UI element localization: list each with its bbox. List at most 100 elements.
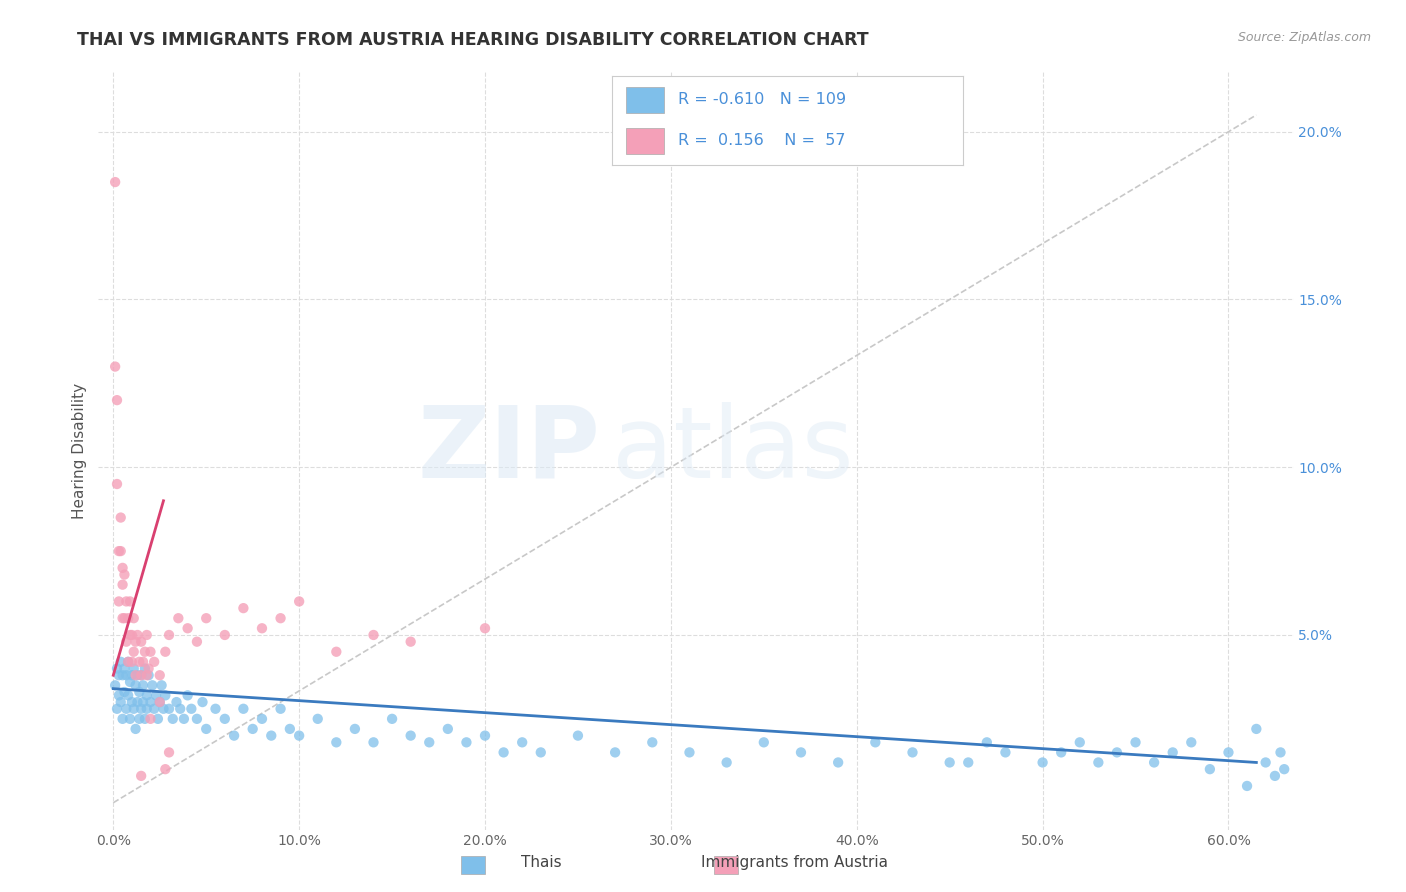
Point: [143, 655, 166, 669]
Point: [195, 611, 218, 625]
Point: [250, 712, 273, 726]
Point: [110, 655, 132, 669]
Point: [827, 756, 849, 770]
Point: [118, 594, 141, 608]
Point: [128, 655, 150, 669]
Point: [111, 577, 134, 591]
Bar: [626, 128, 665, 154]
Point: [122, 661, 145, 675]
Point: [1180, 735, 1202, 749]
Point: [118, 675, 141, 690]
Point: [307, 712, 329, 726]
Point: [678, 745, 700, 759]
Point: [492, 745, 515, 759]
Point: [127, 668, 149, 682]
Point: [381, 712, 404, 726]
Point: [129, 668, 152, 682]
Point: [149, 668, 172, 682]
Text: R =  0.156    N =  57: R = 0.156 N = 57: [678, 134, 846, 148]
Point: [110, 695, 132, 709]
Y-axis label: Hearing Disability: Hearing Disability: [72, 383, 87, 518]
Point: [343, 722, 366, 736]
Point: [139, 645, 162, 659]
Point: [162, 712, 184, 726]
Point: [135, 668, 157, 682]
Point: [105, 702, 128, 716]
Point: [204, 702, 226, 716]
Point: [104, 175, 127, 189]
Point: [129, 634, 152, 648]
Point: [157, 702, 180, 716]
Point: [1105, 745, 1128, 759]
Point: [530, 745, 553, 759]
Point: [214, 628, 236, 642]
Point: [122, 702, 145, 716]
Point: [118, 712, 141, 726]
Point: [149, 695, 172, 709]
Point: [129, 702, 152, 716]
Point: [132, 655, 155, 669]
Point: [603, 745, 626, 759]
Point: [132, 695, 155, 709]
Point: [155, 645, 177, 659]
Point: [157, 745, 180, 759]
Point: [325, 645, 347, 659]
Text: Thais: Thais: [522, 855, 561, 870]
Point: [1199, 762, 1222, 776]
Point: [363, 628, 385, 642]
Point: [114, 685, 136, 699]
Point: [1087, 756, 1109, 770]
Text: Immigrants from Austria: Immigrants from Austria: [700, 855, 889, 870]
Point: [115, 634, 138, 648]
Point: [418, 735, 440, 749]
Point: [288, 594, 311, 608]
Point: [437, 722, 460, 736]
Point: [567, 729, 589, 743]
Point: [1143, 756, 1166, 770]
Point: [108, 594, 131, 608]
Point: [108, 668, 131, 682]
Point: [114, 567, 136, 582]
Point: [242, 722, 264, 736]
Point: [121, 628, 143, 642]
Point: [134, 645, 156, 659]
Point: [117, 655, 139, 669]
Point: [157, 628, 180, 642]
Point: [180, 702, 202, 716]
Point: [166, 695, 188, 709]
Point: [155, 689, 177, 703]
Bar: [626, 87, 665, 113]
Point: [716, 756, 738, 770]
Point: [1236, 779, 1258, 793]
Point: [141, 678, 163, 692]
Point: [146, 712, 169, 726]
Point: [1161, 745, 1184, 759]
Point: [976, 735, 998, 749]
Point: [124, 678, 146, 692]
Point: [641, 735, 664, 749]
Point: [105, 477, 128, 491]
Point: [456, 735, 478, 749]
Point: [250, 621, 273, 635]
Point: [124, 722, 146, 736]
Point: [152, 702, 174, 716]
Point: [122, 645, 145, 659]
Point: [195, 722, 218, 736]
Point: [111, 712, 134, 726]
Point: [474, 729, 496, 743]
Point: [1069, 735, 1091, 749]
Point: [114, 611, 136, 625]
Point: [105, 661, 128, 675]
Point: [191, 695, 214, 709]
Point: [121, 668, 143, 682]
Point: [752, 735, 775, 749]
Point: [139, 712, 162, 726]
Point: [138, 668, 160, 682]
Point: [938, 756, 960, 770]
Point: [124, 634, 146, 648]
Point: [278, 722, 301, 736]
Point: [1218, 745, 1240, 759]
Point: [117, 655, 139, 669]
Point: [128, 685, 150, 699]
Point: [363, 735, 385, 749]
